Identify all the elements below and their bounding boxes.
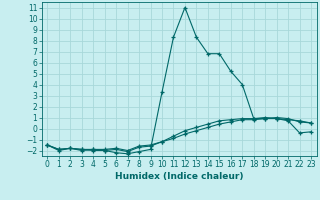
X-axis label: Humidex (Indice chaleur): Humidex (Indice chaleur) [115, 172, 244, 181]
